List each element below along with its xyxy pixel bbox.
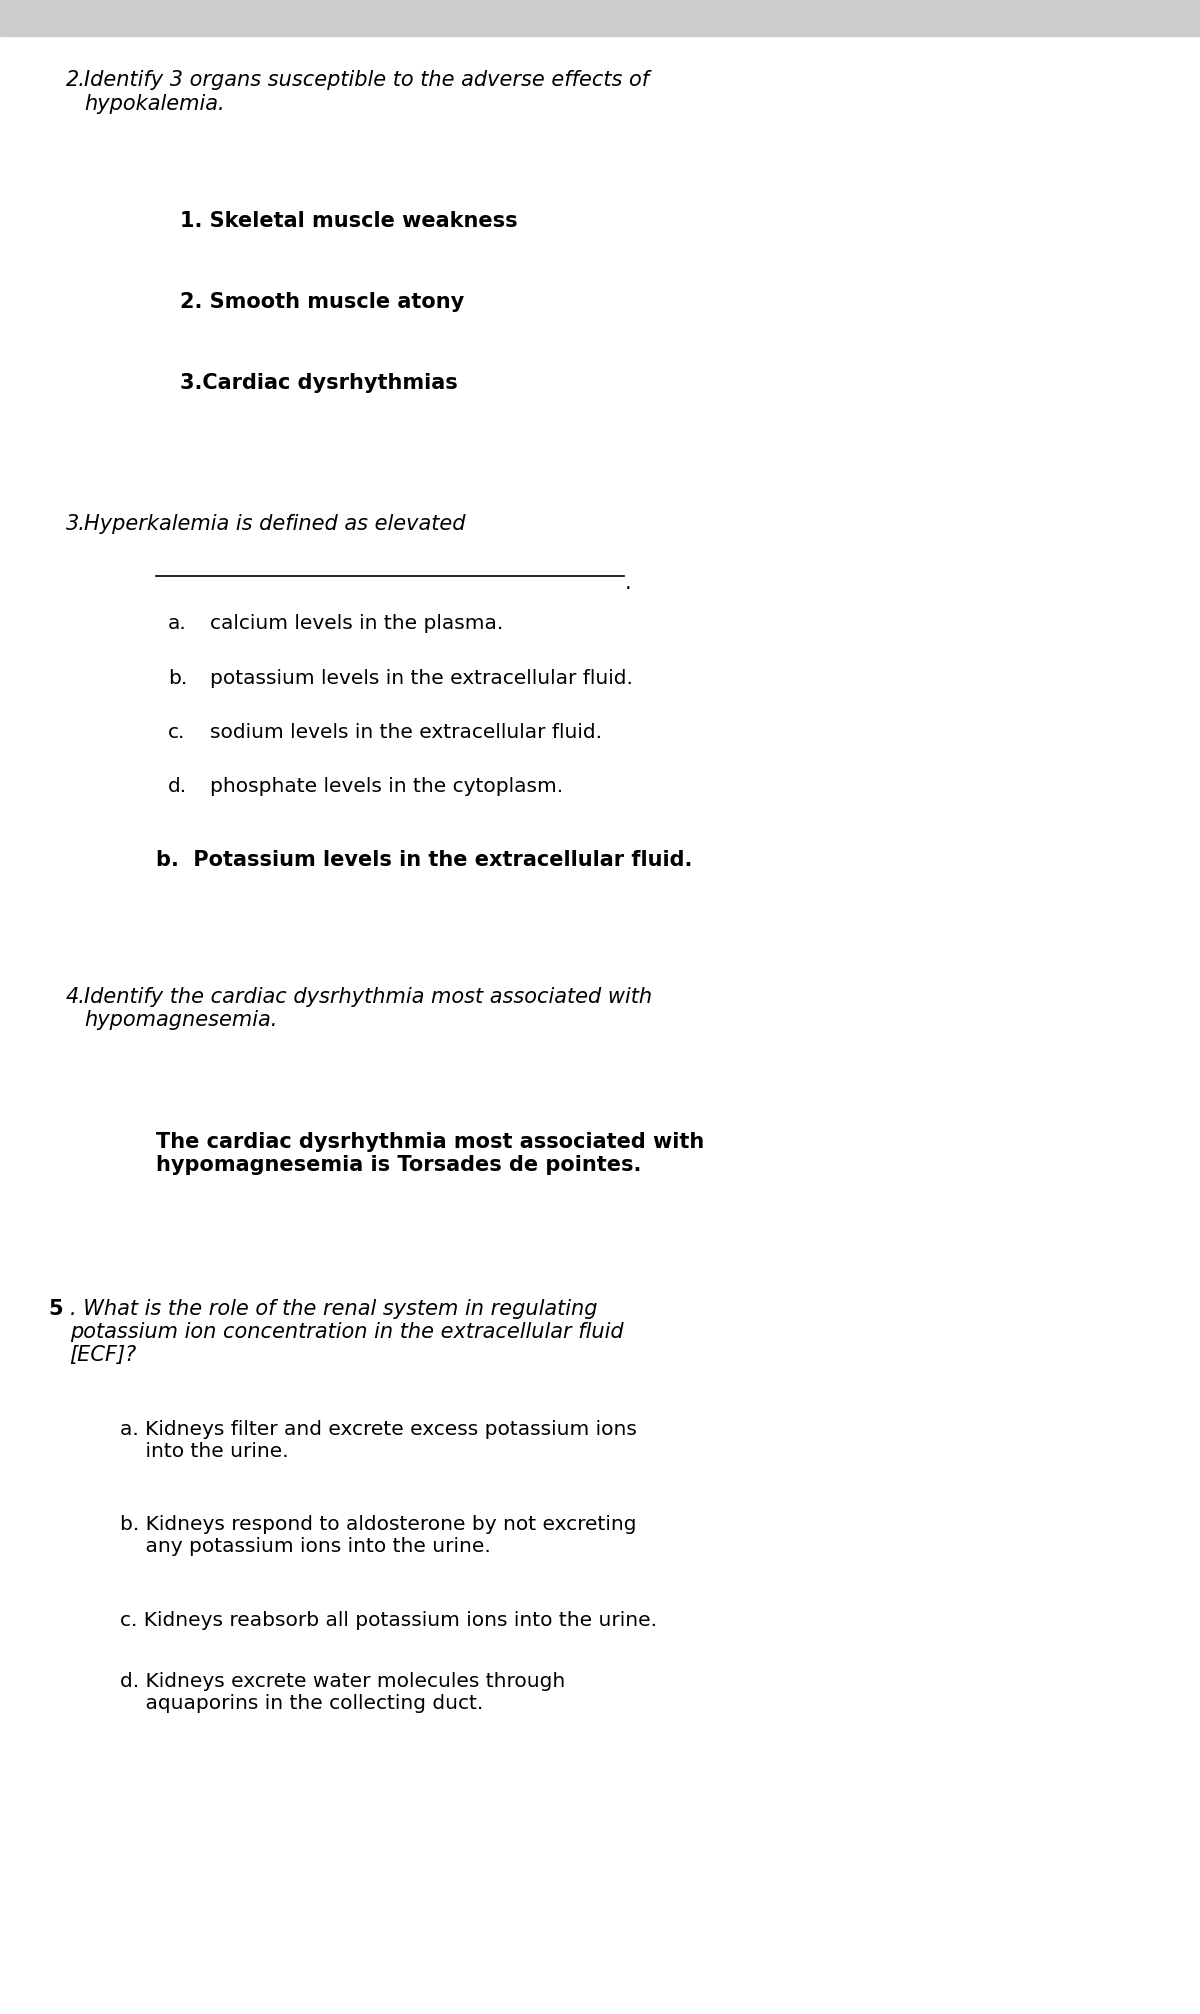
FancyBboxPatch shape [0, 0, 1200, 36]
Text: a. Kidneys filter and excrete excess potassium ions
    into the urine.: a. Kidneys filter and excrete excess pot… [120, 1420, 637, 1460]
Text: b. Kidneys respond to aldosterone by not excreting
    any potassium ions into t: b. Kidneys respond to aldosterone by not… [120, 1515, 636, 1555]
Text: 3.Cardiac dysrhythmias: 3.Cardiac dysrhythmias [180, 373, 457, 393]
Text: 5: 5 [48, 1299, 62, 1319]
Text: d.: d. [168, 777, 187, 796]
Text: b.  Potassium levels in the extracellular fluid.: b. Potassium levels in the extracellular… [156, 850, 692, 870]
Text: Hyperkalemia is defined as elevated: Hyperkalemia is defined as elevated [84, 514, 466, 534]
Text: potassium levels in the extracellular fluid.: potassium levels in the extracellular fl… [210, 669, 632, 687]
Text: 2. Smooth muscle atony: 2. Smooth muscle atony [180, 292, 464, 312]
Text: phosphate levels in the cytoplasm.: phosphate levels in the cytoplasm. [210, 777, 563, 796]
Text: d. Kidneys excrete water molecules through
    aquaporins in the collecting duct: d. Kidneys excrete water molecules throu… [120, 1672, 565, 1712]
Text: b.: b. [168, 669, 187, 687]
Text: Identify the cardiac dysrhythmia most associated with
hypomagnesemia.: Identify the cardiac dysrhythmia most as… [84, 987, 652, 1029]
Text: .: . [625, 572, 632, 592]
Text: calcium levels in the plasma.: calcium levels in the plasma. [210, 614, 503, 632]
Text: sodium levels in the extracellular fluid.: sodium levels in the extracellular fluid… [210, 723, 602, 741]
Text: The cardiac dysrhythmia most associated with
hypomagnesemia is Torsades de point: The cardiac dysrhythmia most associated … [156, 1132, 704, 1174]
Text: Identify 3 organs susceptible to the adverse effects of
hypokalemia.: Identify 3 organs susceptible to the adv… [84, 70, 649, 113]
Text: 4.: 4. [66, 987, 86, 1007]
Text: . What is the role of the renal system in regulating
potassium ion concentration: . What is the role of the renal system i… [70, 1299, 623, 1365]
Text: 3.: 3. [66, 514, 86, 534]
Text: 1. Skeletal muscle weakness: 1. Skeletal muscle weakness [180, 211, 517, 232]
Text: c. Kidneys reabsorb all potassium ions into the urine.: c. Kidneys reabsorb all potassium ions i… [120, 1611, 658, 1629]
Text: 2.: 2. [66, 70, 86, 91]
Text: c.: c. [168, 723, 185, 741]
Text: a.: a. [168, 614, 187, 632]
